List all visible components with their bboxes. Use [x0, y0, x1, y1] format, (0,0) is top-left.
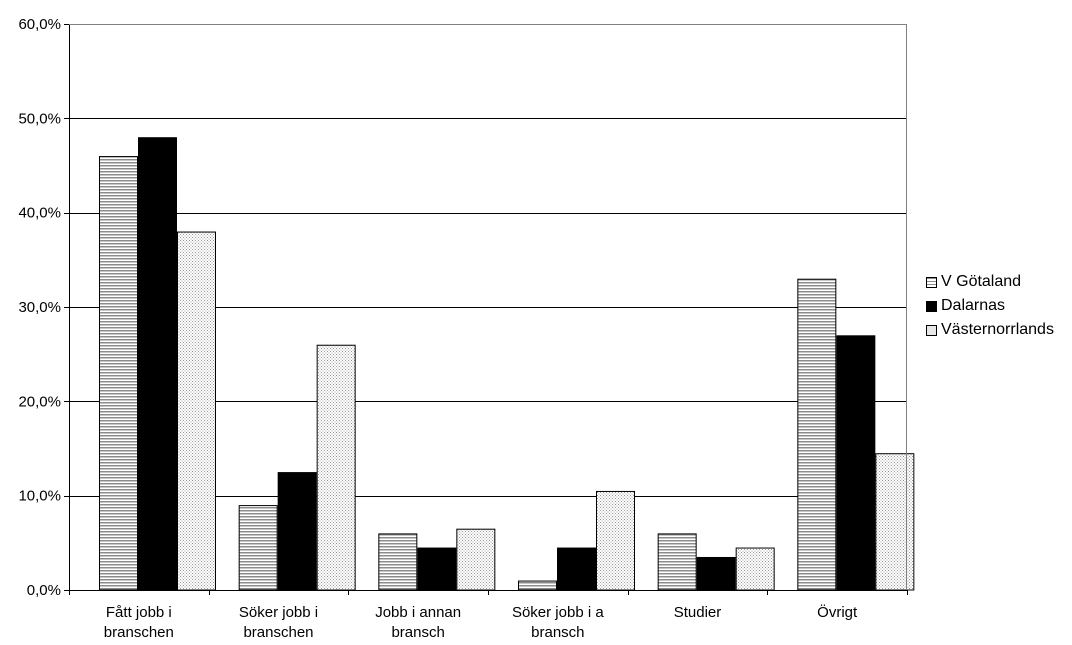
bar-series-2: [138, 137, 177, 591]
x-category-labels: Fått jobb i branschen Söker jobb i bransche…: [104, 603, 858, 641]
bar-series-2: [417, 547, 457, 591]
x-category-label: Fått jobb i branschen: [104, 604, 174, 641]
bar-series-2: [277, 472, 317, 591]
y-tick-label: 60,0%: [18, 16, 61, 33]
x-category-label: Övrigt: [817, 603, 858, 621]
legend-label-series-1: V Götaland: [941, 273, 1022, 290]
bar-series-1: [518, 580, 557, 591]
legend-item-series-2: Dalarnas: [926, 294, 1054, 318]
legend-item-series-1: V Götaland: [926, 270, 1054, 294]
bar-series-2: [696, 556, 736, 591]
x-category-label: Söker jobb i a bransch: [512, 604, 604, 641]
y-tick-label: 30,0%: [18, 299, 61, 316]
bar-series-1: [99, 156, 138, 591]
x-category-label: Studier: [674, 604, 722, 621]
legend-swatch-series-1: [926, 276, 937, 288]
legend-item-series-3: Västernorrlands: [926, 318, 1054, 342]
bar-series-3: [456, 528, 496, 591]
bar-series-3: [735, 547, 775, 591]
x-category-label: Söker jobb i branschen: [239, 604, 318, 641]
bar-series-3: [875, 453, 915, 591]
y-tick-label: 20,0%: [18, 393, 61, 410]
bar-series-3: [177, 231, 216, 591]
bar-series-1: [657, 533, 697, 591]
y-tick-label: 50,0%: [18, 110, 61, 127]
legend-label-series-2: Dalarnas: [941, 297, 1006, 314]
y-tick-labels: 0,0% 10,0% 20,0% 30,0% 40,0% 50,0% 60,0%: [18, 16, 61, 599]
bar-series-3: [316, 344, 356, 591]
legend-swatch-series-3: [926, 324, 937, 336]
bar-series-1: [797, 278, 837, 591]
bar-series-1: [378, 533, 418, 591]
legend: V Götaland Dalarnas Västernorrlands: [926, 270, 1054, 342]
y-tick-label: 0,0%: [27, 582, 61, 599]
legend-swatch-series-2: [926, 300, 937, 312]
axes: [64, 24, 908, 595]
bar-series-2: [557, 547, 596, 591]
y-tick-label: 40,0%: [18, 205, 61, 222]
bar-series-1: [238, 505, 278, 591]
bar-series-2: [836, 335, 876, 591]
x-category-label: Jobb i annan bransch: [375, 604, 461, 641]
bar-series-3: [596, 490, 635, 591]
bars: [99, 137, 915, 591]
y-tick-label: 10,0%: [18, 488, 61, 505]
legend-label-series-3: Västernorrlands: [941, 321, 1054, 338]
